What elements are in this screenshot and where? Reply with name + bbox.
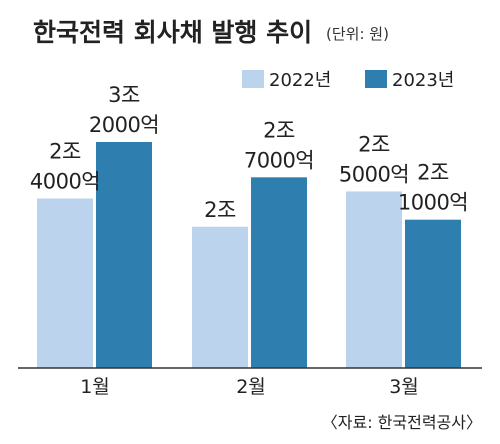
data-label-2023-m2-line1: 2조 bbox=[263, 118, 295, 142]
legend-swatch-2023 bbox=[365, 70, 387, 88]
legend: 2022년 2023년 bbox=[242, 70, 454, 91]
bar-2023-m2 bbox=[251, 177, 307, 368]
data-label-2022-m2-line1: 2조 bbox=[204, 198, 236, 222]
bars-group bbox=[37, 142, 461, 368]
legend-label-2023: 2023년 bbox=[392, 70, 454, 91]
bar-2023-m3 bbox=[405, 219, 461, 368]
data-label-2023-m1-line2: 2000억 bbox=[89, 113, 159, 137]
chart-unit-note: (단위: 원) bbox=[326, 25, 389, 43]
bar-2022-m1 bbox=[37, 198, 93, 368]
data-label-2023-m1-line1: 3조 bbox=[108, 83, 140, 107]
data-label-2022-m1-line1: 2조 bbox=[49, 140, 81, 164]
bar-labels-group: 2조 4000억 3조 2000억 2조 2조 7000억 2조 5000억 2조 1000억 bbox=[30, 83, 469, 222]
data-label-2023-m3-line1: 2조 bbox=[417, 161, 449, 185]
bar-2022-m2 bbox=[192, 226, 248, 368]
x-tick-feb: 2월 bbox=[236, 376, 266, 398]
x-tick-mar: 3월 bbox=[389, 376, 419, 398]
x-tick-jan: 1월 bbox=[80, 376, 110, 398]
chart-title: 한국전력 회사채 발행 추이 bbox=[33, 18, 312, 47]
bar-2022-m3 bbox=[346, 191, 402, 368]
data-label-2022-m3-line2: 5000억 bbox=[339, 162, 409, 186]
data-label-2022-m1-line2: 4000억 bbox=[30, 170, 100, 194]
legend-label-2022: 2022년 bbox=[269, 70, 331, 91]
data-label-2023-m3-line2: 1000억 bbox=[398, 191, 468, 215]
legend-swatch-2022 bbox=[242, 70, 264, 88]
data-label-2022-m3-line1: 2조 bbox=[358, 132, 390, 156]
source-note: 〈자료: 한국전력공사〉 bbox=[322, 413, 482, 432]
data-label-2023-m2-line2: 7000억 bbox=[244, 148, 314, 172]
bar-2023-m1 bbox=[96, 142, 152, 368]
